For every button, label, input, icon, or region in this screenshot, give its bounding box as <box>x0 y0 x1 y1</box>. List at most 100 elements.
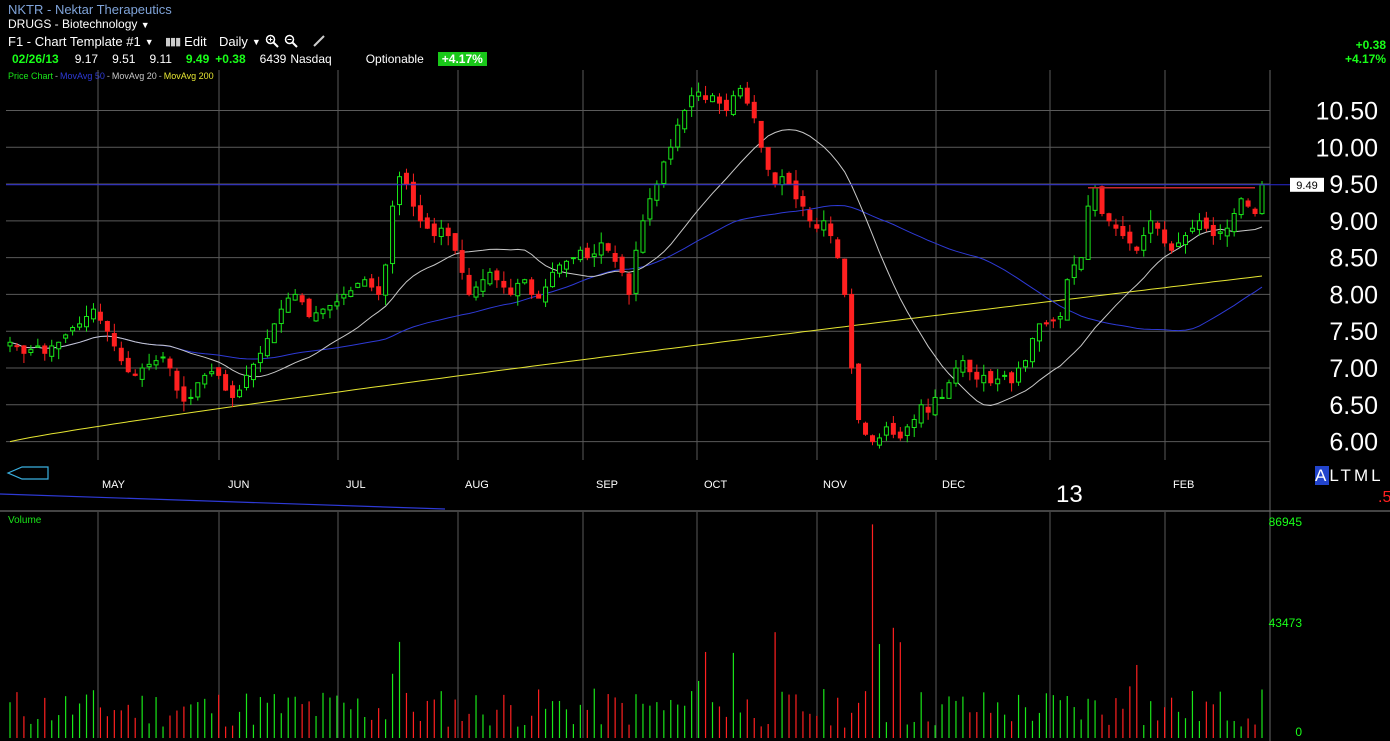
candle-body <box>1245 200 1251 207</box>
quote-date: 02/26/13 <box>12 52 59 66</box>
candle <box>793 170 799 209</box>
candle-body <box>918 404 924 424</box>
candle <box>633 241 639 302</box>
candle <box>271 322 277 344</box>
candle-body <box>459 250 465 273</box>
candle <box>84 305 90 332</box>
zoom-in-button[interactable] <box>265 34 279 48</box>
year-label: 13 <box>1056 481 1083 508</box>
candle <box>1224 219 1230 247</box>
candle <box>556 262 562 278</box>
candle-body <box>772 172 778 185</box>
candle-body <box>313 312 319 322</box>
candle <box>139 363 145 387</box>
candle-body <box>723 99 729 111</box>
candle-body <box>466 274 472 295</box>
candle <box>612 245 618 268</box>
candle-body <box>341 293 347 299</box>
candle-body <box>1148 220 1154 234</box>
chart-legend: Price Chart - MovAvg 50 - MovAvg 20 - Mo… <box>8 71 214 81</box>
candle-body <box>932 396 938 416</box>
candle <box>1023 359 1029 372</box>
sector-dropdown[interactable]: DRUGS - Biotechnology ▼ <box>8 17 150 31</box>
candle <box>786 171 792 185</box>
candle-body <box>355 282 361 288</box>
tf-m[interactable]: M <box>1353 466 1372 485</box>
candle <box>932 389 938 416</box>
candle <box>21 345 27 364</box>
candle-body <box>821 220 827 231</box>
candle-body <box>146 363 152 368</box>
candle-body <box>890 422 896 435</box>
candle <box>146 353 152 371</box>
candle-body <box>306 298 312 318</box>
candle-body <box>626 273 632 295</box>
candle-body <box>397 176 403 206</box>
candle <box>563 259 569 278</box>
legend-ma50: MovAvg 50 <box>60 71 105 81</box>
chevron-down-icon: ▼ <box>144 36 154 47</box>
candle <box>153 355 159 370</box>
candle <box>209 363 215 377</box>
candle <box>264 329 270 358</box>
candle-body <box>104 321 110 332</box>
period-dropdown[interactable]: Daily ▼ <box>219 34 261 49</box>
candle <box>452 233 458 255</box>
candle <box>828 216 834 244</box>
candle-body <box>556 264 562 274</box>
candle <box>1092 185 1098 217</box>
candle-body <box>452 233 458 251</box>
candle-body <box>863 422 869 435</box>
candle-body <box>1176 242 1182 248</box>
candle <box>751 95 757 124</box>
candle-body <box>153 360 159 366</box>
candle-body <box>696 91 702 97</box>
candle <box>237 384 243 399</box>
candle <box>1002 370 1008 381</box>
candle <box>1148 210 1154 244</box>
candle <box>403 168 409 190</box>
candle-body <box>243 374 249 389</box>
tf-a[interactable]: A <box>1315 466 1330 485</box>
candle-body <box>577 249 583 261</box>
month-axis-label: DEC <box>942 479 965 491</box>
draw-tool-button[interactable] <box>312 34 326 48</box>
symbol-title: NKTR - Nektar Therapeutics <box>8 2 172 17</box>
edit-button[interactable]: ▮▮▮ Edit <box>165 34 207 49</box>
candle <box>710 93 716 103</box>
candle-body <box>744 87 750 104</box>
candle <box>946 379 952 399</box>
candle-body <box>202 374 208 385</box>
candle-body <box>1189 227 1195 232</box>
quote-change: +0.38 <box>215 52 246 66</box>
candle <box>543 278 549 308</box>
candle-body <box>195 382 201 398</box>
candle-body <box>786 172 792 185</box>
candle <box>1231 208 1237 237</box>
legend-ma200: MovAvg 200 <box>163 71 214 81</box>
candle-body <box>1155 222 1161 229</box>
candle <box>605 242 611 253</box>
tf-l[interactable]: L <box>1329 466 1341 485</box>
candle <box>981 364 987 392</box>
candle <box>849 288 855 374</box>
candle <box>459 239 465 280</box>
tf-t[interactable]: T <box>1340 466 1354 485</box>
candle-body <box>716 96 722 104</box>
candle-body <box>946 382 952 399</box>
candle <box>132 369 138 377</box>
template-dropdown[interactable]: F1 - Chart Template #1 ▼ <box>8 34 154 49</box>
candle-body <box>278 308 284 325</box>
candle <box>939 389 945 399</box>
candle-body <box>167 358 173 369</box>
candle-body <box>320 308 326 315</box>
candle-body <box>111 333 117 347</box>
candle <box>536 290 542 299</box>
candle-body <box>883 426 889 436</box>
zoom-out-button[interactable] <box>284 34 298 48</box>
tf-l2[interactable]: L <box>1371 466 1384 485</box>
corner-label: .5 <box>1378 489 1390 506</box>
candle-body <box>1127 231 1133 244</box>
candle <box>473 281 479 301</box>
